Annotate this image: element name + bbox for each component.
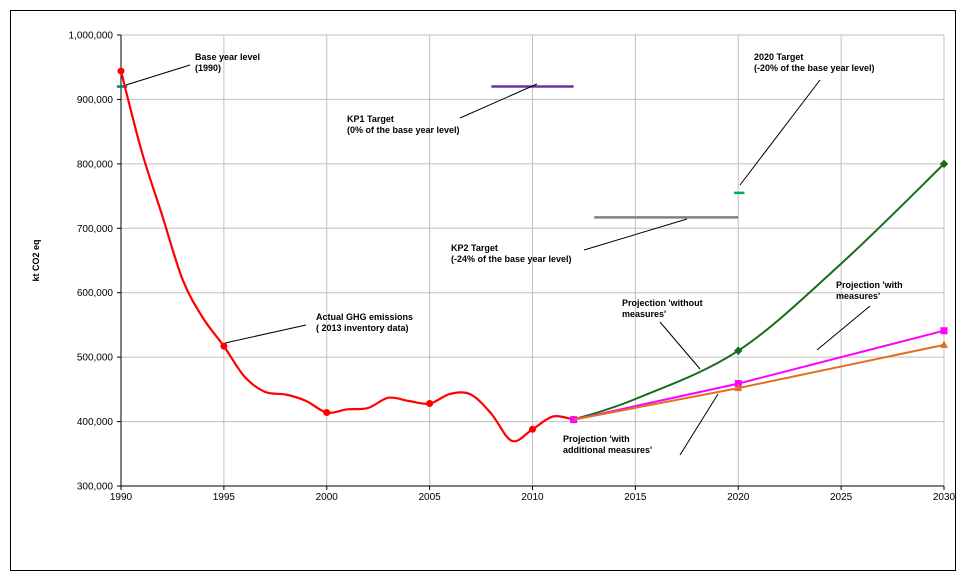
axis-layer: 300,000 400,000 500,000 600,000 700,000 800,0… — [69, 31, 956, 504]
annotation-kp1-target-leader — [459, 83, 538, 119]
actual-emissions-marker — [220, 342, 228, 350]
annotation-actual-emissions-line: ( 2013 inventory data) — [316, 323, 409, 333]
projection-with-additional-measures-marker — [734, 383, 743, 392]
annotation-with-measures-line: measures' — [836, 291, 880, 301]
annotation-base-year-line: (1990) — [195, 63, 221, 73]
x-tick-label: 1990 — [110, 492, 133, 503]
y-tick-label: 800,000 — [77, 159, 114, 170]
annotation-layer: Base year level(1990) KP1 Target(0% of th… — [195, 52, 903, 455]
annotation-with-additional-measures-leader — [679, 393, 719, 456]
x-tick-label: 2015 — [624, 492, 647, 503]
actual-emissions-marker — [117, 67, 125, 75]
y-axis-title: kt CO2 eq — [31, 239, 41, 281]
annotation-2020-target-line: 2020 Target — [754, 52, 803, 62]
x-tick-label: 2000 — [316, 492, 339, 503]
x-tick-label: 2030 — [933, 492, 956, 503]
x-tick-label: 2020 — [727, 492, 750, 503]
leader-layer — [125, 64, 871, 456]
annotation-base-year-leader — [125, 64, 191, 86]
annotation-actual-emissions-leader — [224, 324, 307, 344]
projection-with-measures-line — [573, 329, 945, 421]
annotation-kp1-target-line: (0% of the base year level) — [347, 125, 460, 135]
x-tick-label: 2005 — [419, 492, 442, 503]
actual-emissions-marker — [323, 409, 331, 417]
x-tick-label: 2010 — [521, 492, 544, 503]
annotation-with-additional-measures-line: Projection 'with — [563, 434, 630, 444]
annotation-kp1-target-line: KP1 Target — [347, 114, 394, 124]
annotation-without-measures-leader — [659, 321, 701, 370]
annotation-without-measures-line: measures' — [622, 309, 666, 319]
projection-without-measures-line — [573, 163, 945, 421]
y-tick-label: 700,000 — [77, 224, 114, 235]
annotation-with-measures-leader — [816, 305, 871, 351]
y-tick-label: 1,000,000 — [69, 31, 114, 42]
projection-with-additional-measures-marker — [940, 340, 948, 348]
y-tick-label: 300,000 — [77, 482, 114, 493]
annotation-actual-emissions-line: Actual GHG emissions — [316, 312, 413, 322]
actual-emissions-line — [119, 70, 574, 443]
x-tick-label: 1995 — [213, 492, 236, 503]
x-tick-label: 2025 — [830, 492, 853, 503]
annotation-kp2-target-line: KP2 Target — [451, 243, 498, 253]
actual-emissions-marker — [529, 425, 536, 433]
series-layer — [117, 67, 949, 443]
y-tick-label: 400,000 — [77, 417, 114, 428]
annotation-kp2-target-leader — [583, 218, 688, 251]
y-tick-label: 500,000 — [77, 353, 114, 364]
annotation-base-year-line: Base year level — [195, 52, 260, 62]
grid-layer — [121, 34, 945, 486]
target-layer — [116, 85, 745, 219]
projection-with-measures-marker — [940, 327, 948, 335]
chart-frame — [10, 10, 956, 571]
projection-with-measures-marker — [734, 380, 742, 388]
projection-without-measures-marker — [734, 346, 743, 355]
annotation-without-measures-line: Projection 'without — [622, 298, 703, 308]
annotation-with-additional-measures-line: additional measures' — [563, 445, 652, 455]
y-tick-label: 900,000 — [77, 95, 114, 106]
annotation-2020-target-line: (-20% of the base year level) — [754, 63, 875, 73]
actual-emissions-marker — [426, 400, 434, 408]
projection-with-measures-marker — [570, 416, 578, 424]
annotation-kp2-target-line: (-24% of the base year level) — [451, 254, 572, 264]
projection-with-additional-measures-line — [573, 343, 945, 421]
annotation-with-measures-line: Projection 'with — [836, 280, 903, 290]
y-tick-label: 600,000 — [77, 288, 114, 299]
annotation-2020-target-leader — [739, 79, 821, 186]
